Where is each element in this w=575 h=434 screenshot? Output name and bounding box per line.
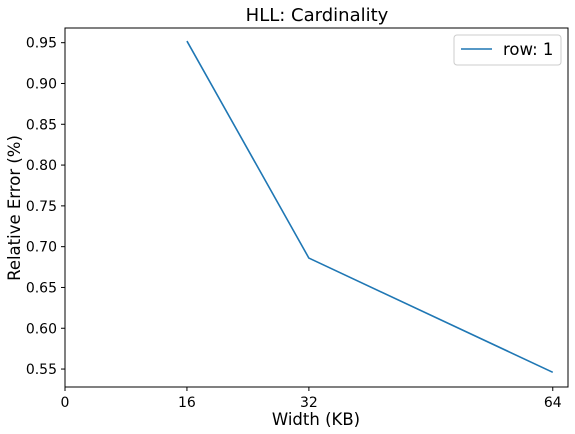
y-tick-label: 0.65 bbox=[26, 280, 57, 296]
x-tick-label: 16 bbox=[178, 395, 196, 411]
series-line bbox=[186, 40, 554, 374]
x-axis: 0 16 32 64 bbox=[61, 387, 562, 411]
y-axis-label: Relative Error (%) bbox=[5, 135, 24, 281]
legend-label: row: 1 bbox=[503, 40, 553, 59]
y-tick-label: 0.85 bbox=[26, 117, 57, 133]
y-tick-label: 0.80 bbox=[26, 158, 57, 174]
legend-box bbox=[453, 34, 562, 66]
plot-area: 0.55 0.60 0.65 0.70 0.75 0.80 0.85 0.90 0.95 0 16… bbox=[26, 27, 569, 411]
chart-title: HLL: Cardinality bbox=[246, 5, 389, 26]
x-axis-label: Width (KB) bbox=[272, 410, 360, 429]
y-tick-label: 0.75 bbox=[26, 199, 57, 215]
y-tick-label: 0.95 bbox=[26, 36, 57, 52]
legend: row: 1 bbox=[453, 34, 562, 66]
y-tick-label: 0.90 bbox=[26, 76, 57, 92]
y-tick-label: 0.55 bbox=[26, 362, 57, 378]
series-layer bbox=[186, 40, 554, 374]
y-tick-label: 0.60 bbox=[26, 321, 57, 337]
plot-frame bbox=[64, 27, 569, 388]
y-axis: 0.55 0.60 0.65 0.70 0.75 0.80 0.85 0.90 0.95 bbox=[26, 36, 65, 378]
x-tick-label: 0 bbox=[61, 395, 70, 411]
x-tick-label: 32 bbox=[300, 395, 318, 411]
x-tick-label: 64 bbox=[544, 395, 562, 411]
y-tick-label: 0.70 bbox=[26, 240, 57, 256]
